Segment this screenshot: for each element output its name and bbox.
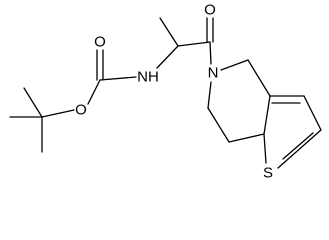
bond — [23, 87, 43, 118]
bond — [87, 79, 101, 105]
bond — [159, 17, 179, 47]
bond — [303, 95, 322, 131]
bond — [209, 41, 212, 65]
atom-label: N — [208, 65, 219, 82]
atom-label: O — [94, 34, 106, 51]
bond — [207, 107, 230, 143]
bonds — [9, 17, 322, 169]
bond — [247, 59, 271, 97]
bond — [99, 76, 137, 81]
atom-label: O — [204, 2, 216, 19]
bond — [207, 81, 212, 109]
bond — [41, 109, 75, 118]
atom-labels: O O NH O N S — [75, 2, 273, 182]
bond — [282, 132, 314, 160]
bond — [263, 133, 267, 164]
bond — [156, 45, 179, 69]
atom-label: S — [263, 165, 273, 182]
bond — [228, 133, 265, 143]
bond — [277, 129, 322, 169]
bond — [263, 95, 271, 135]
atom-label: NH — [137, 69, 159, 86]
structure-diagram: O O NH O N S — [9, 2, 322, 182]
bond — [220, 59, 249, 71]
atom-label: O — [75, 102, 87, 119]
bond — [177, 41, 211, 47]
